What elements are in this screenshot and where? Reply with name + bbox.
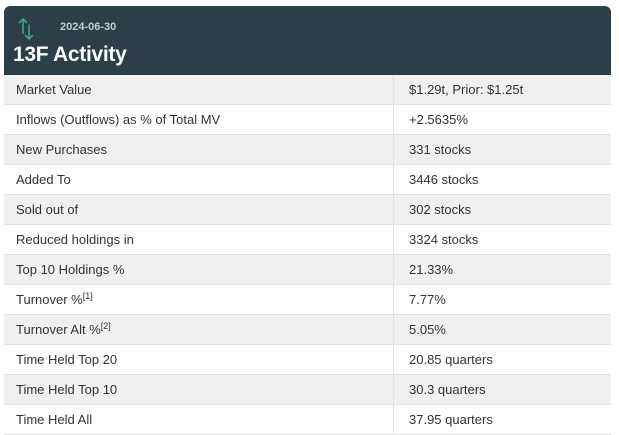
row-label: Market Value <box>4 75 394 105</box>
row-value: 30.3 quarters <box>393 374 611 405</box>
footnote-link[interactable]: [1] <box>82 291 93 301</box>
row-label: Turnover Alt %[2] <box>4 314 394 345</box>
table-row: Sold out of 302 stocks <box>4 194 611 225</box>
row-value: 21.33% <box>393 254 611 285</box>
row-label: Time Held Top 10 <box>4 374 394 405</box>
row-label: Sold out of <box>4 194 394 225</box>
report-date: 2024-06-30 <box>60 21 117 33</box>
row-label: New Purchases <box>4 134 394 165</box>
row-value: 331 stocks <box>393 134 611 165</box>
activity-card: 2024-06-30 13F Activity Market Value $1.… <box>4 6 611 435</box>
row-value: 3446 stocks <box>393 164 611 195</box>
table-row: Time Held Top 20 20.85 quarters <box>4 344 611 375</box>
table-row: Top 10 Holdings % 21.33% <box>4 254 611 285</box>
row-label: Reduced holdings in <box>4 224 394 255</box>
activity-table: Market Value $1.29t, Prior: $1.25t Inflo… <box>4 75 611 435</box>
table-row: New Purchases 331 stocks <box>4 134 611 165</box>
row-value: 37.95 quarters <box>393 404 611 435</box>
card-title: 13F Activity <box>13 43 127 66</box>
row-label: Inflows (Outflows) as % of Total MV <box>4 104 394 135</box>
table-row: Added To 3446 stocks <box>4 164 611 195</box>
row-value: +2.5635% <box>393 104 611 135</box>
row-value: $1.29t, Prior: $1.25t <box>393 75 611 105</box>
card-header: 2024-06-30 13F Activity <box>4 6 611 75</box>
table-row: Market Value $1.29t, Prior: $1.25t <box>4 75 611 105</box>
footnote-link[interactable]: [2] <box>100 321 111 331</box>
row-label: Time Held All <box>4 404 394 435</box>
up-down-arrows-icon <box>18 18 34 40</box>
row-label: Turnover %[1] <box>4 284 394 315</box>
row-label: Top 10 Holdings % <box>4 254 394 285</box>
row-value: 302 stocks <box>393 194 611 225</box>
row-value: 5.05% <box>393 314 611 345</box>
row-value: 3324 stocks <box>393 224 611 255</box>
row-label: Time Held Top 20 <box>4 344 394 375</box>
table-row: Inflows (Outflows) as % of Total MV +2.5… <box>4 104 611 135</box>
table-row: Reduced holdings in 3324 stocks <box>4 224 611 255</box>
row-value: 20.85 quarters <box>393 344 611 375</box>
table-row: Turnover %[1] 7.77% <box>4 284 611 315</box>
table-row: Turnover Alt %[2] 5.05% <box>4 314 611 345</box>
table-row: Time Held All 37.95 quarters <box>4 404 611 435</box>
row-label: Added To <box>4 164 394 195</box>
row-value: 7.77% <box>393 284 611 315</box>
table-row: Time Held Top 10 30.3 quarters <box>4 374 611 405</box>
